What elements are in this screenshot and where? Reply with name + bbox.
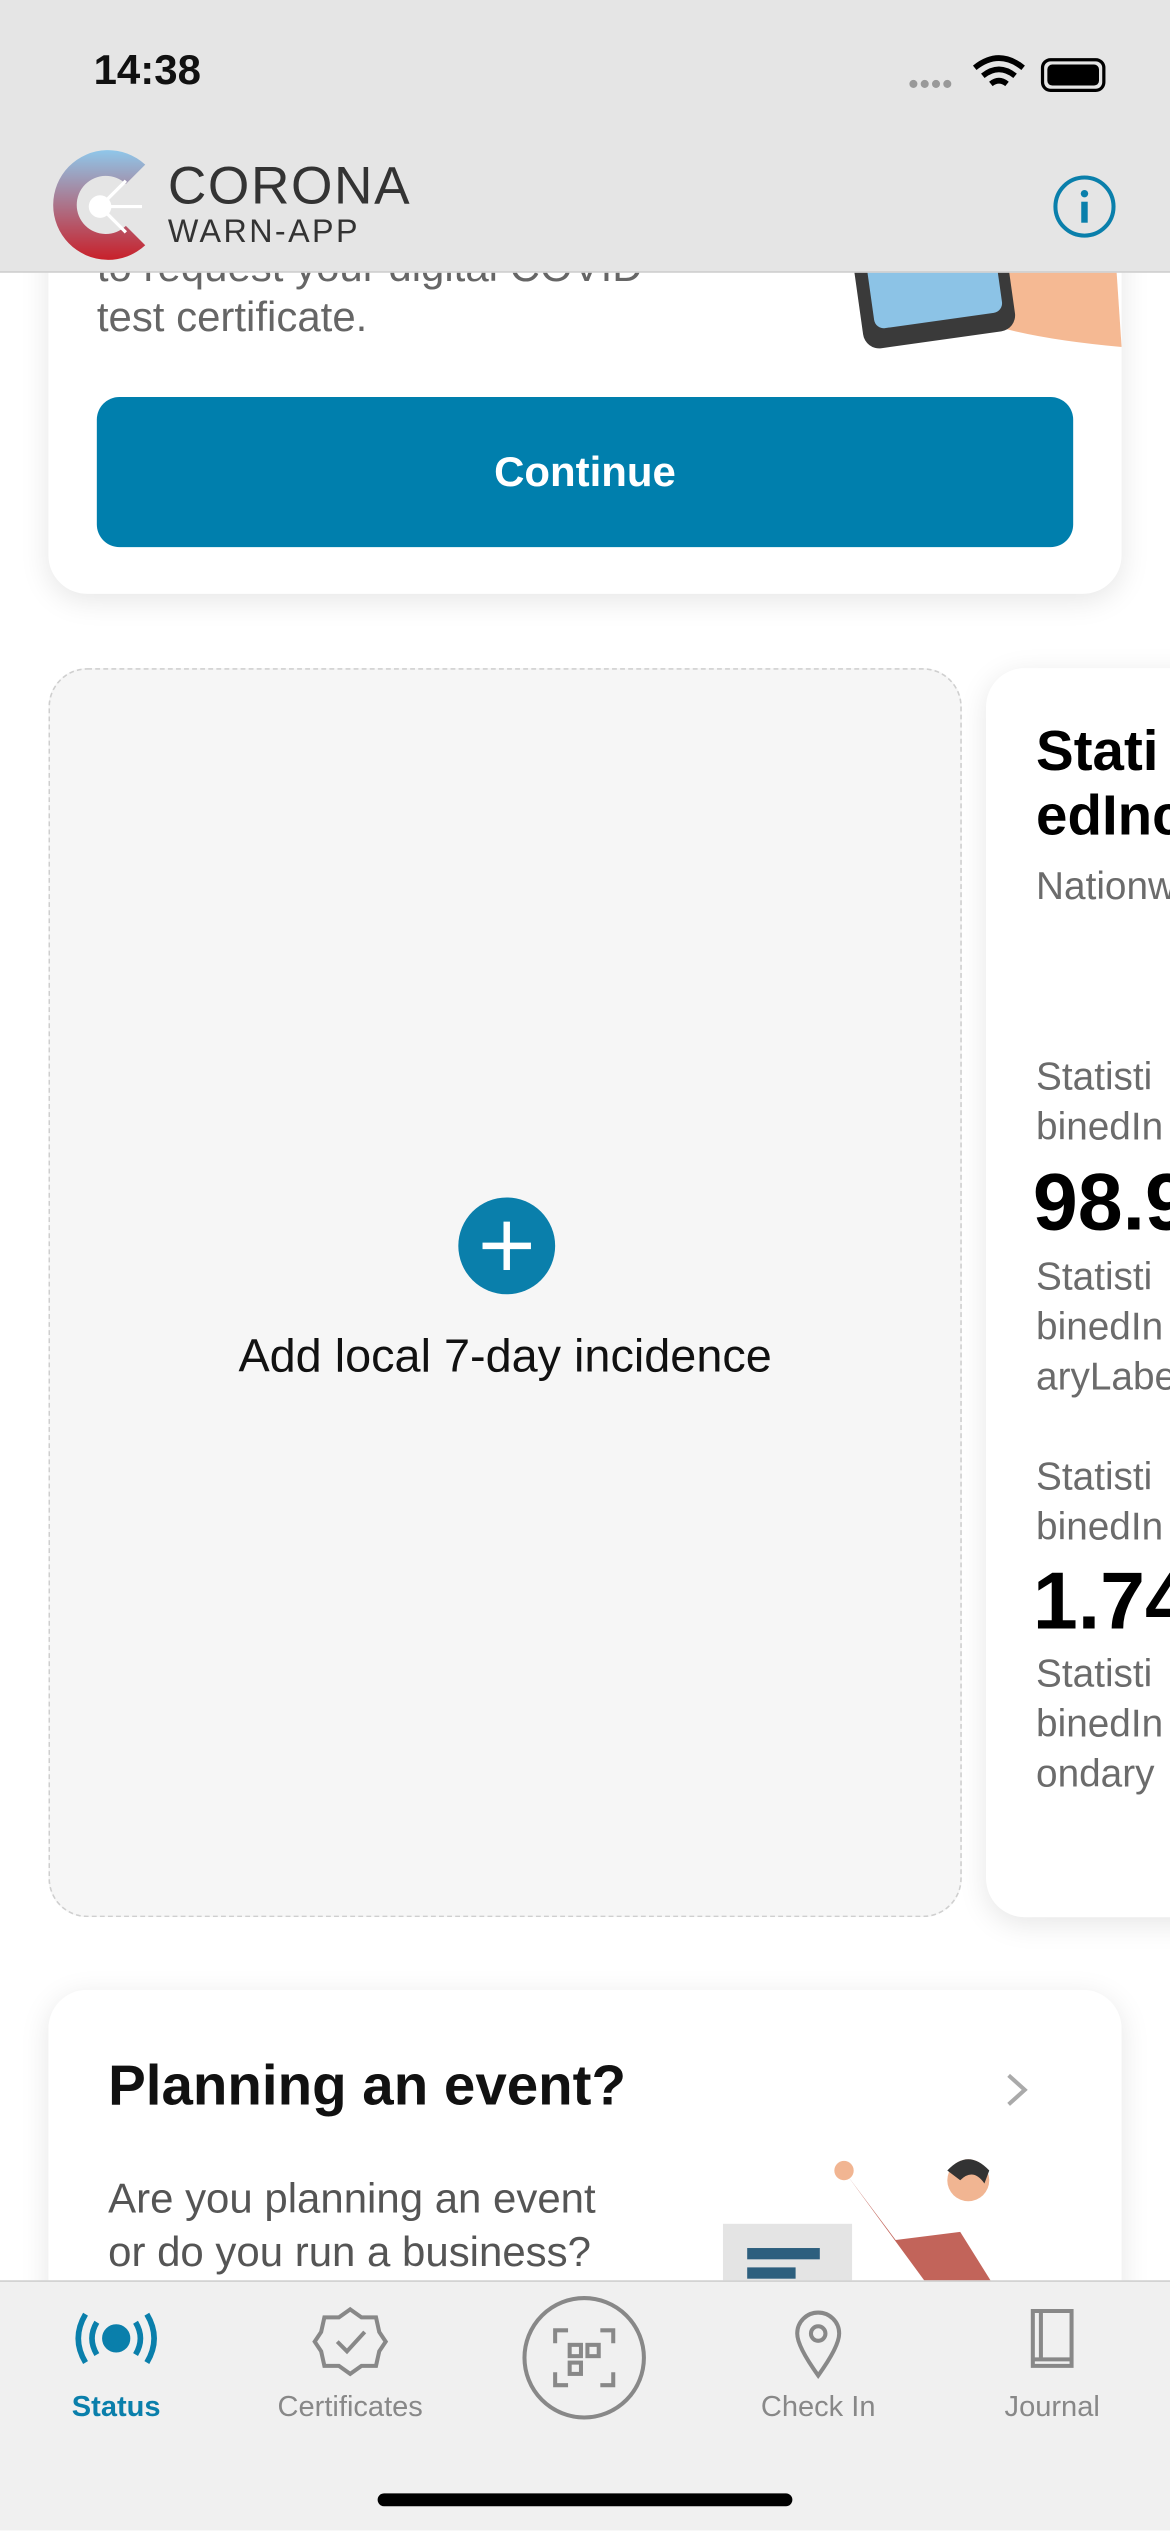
continue-button[interactable]: Continue <box>96 396 1074 548</box>
tab-journal[interactable]: Journal <box>1004 2390 1100 2423</box>
tab-icons <box>75 2296 1074 2420</box>
logo <box>53 150 146 260</box>
chevron <box>1007 2073 1028 2106</box>
stat-label: Statisti <box>1036 1652 1153 1697</box>
stat-value: 1.74 <box>1032 1555 1170 1647</box>
stat-label: binedIn <box>1036 1702 1164 1747</box>
header: 14:38 CORONA WARN-APP <box>0 0 1170 273</box>
statistics-card: Stati edInc Nationw Statisti binedIn 98.… <box>986 668 1170 1918</box>
incidence-label: Add local 7-day incidence <box>238 1331 772 1384</box>
tab-certificates[interactable]: Certificates <box>277 2390 423 2423</box>
tab-status[interactable]: Status <box>71 2390 161 2423</box>
stat-label: binedIn <box>1036 1305 1164 1350</box>
tab-bar: Status Certificates Check In Journal <box>0 2280 1170 2531</box>
event-title: Planning an event? <box>108 2054 626 2118</box>
stat-value: 98.9 <box>1032 1157 1170 1248</box>
home-indicator <box>377 2493 793 2507</box>
event-text: or do you run a business? <box>108 2227 591 2276</box>
illustration <box>722 2159 1001 2297</box>
add-incidence-card[interactable]: Add local 7-day incidence <box>48 668 962 1918</box>
logo-title: CORONA <box>167 154 412 215</box>
stat-label: Statisti <box>1036 1455 1153 1500</box>
logo-subtitle: WARN-APP <box>167 214 360 251</box>
stat-label: binedIn <box>1036 1105 1164 1150</box>
status-icons <box>909 55 1106 92</box>
card-text: test certificate. <box>96 292 368 341</box>
stat-label: aryLabe <box>1036 1355 1170 1400</box>
tab-check-in[interactable]: Check In <box>760 2390 876 2423</box>
event-text: Are you planning an event <box>108 2173 596 2223</box>
stat-label: Statisti <box>1036 1055 1153 1099</box>
stat-label: Statisti <box>1036 1255 1153 1300</box>
stat-title: Stati <box>1036 719 1159 783</box>
status-time: 14:38 <box>93 45 201 94</box>
stat-subtitle: Nationw <box>1036 864 1170 909</box>
stat-label: ondary <box>1036 1752 1155 1797</box>
stat-label: binedIn <box>1036 1505 1164 1550</box>
stat-title: edInc <box>1036 784 1170 848</box>
plus-icon <box>458 1197 556 1295</box>
info-button[interactable] <box>1052 174 1117 239</box>
